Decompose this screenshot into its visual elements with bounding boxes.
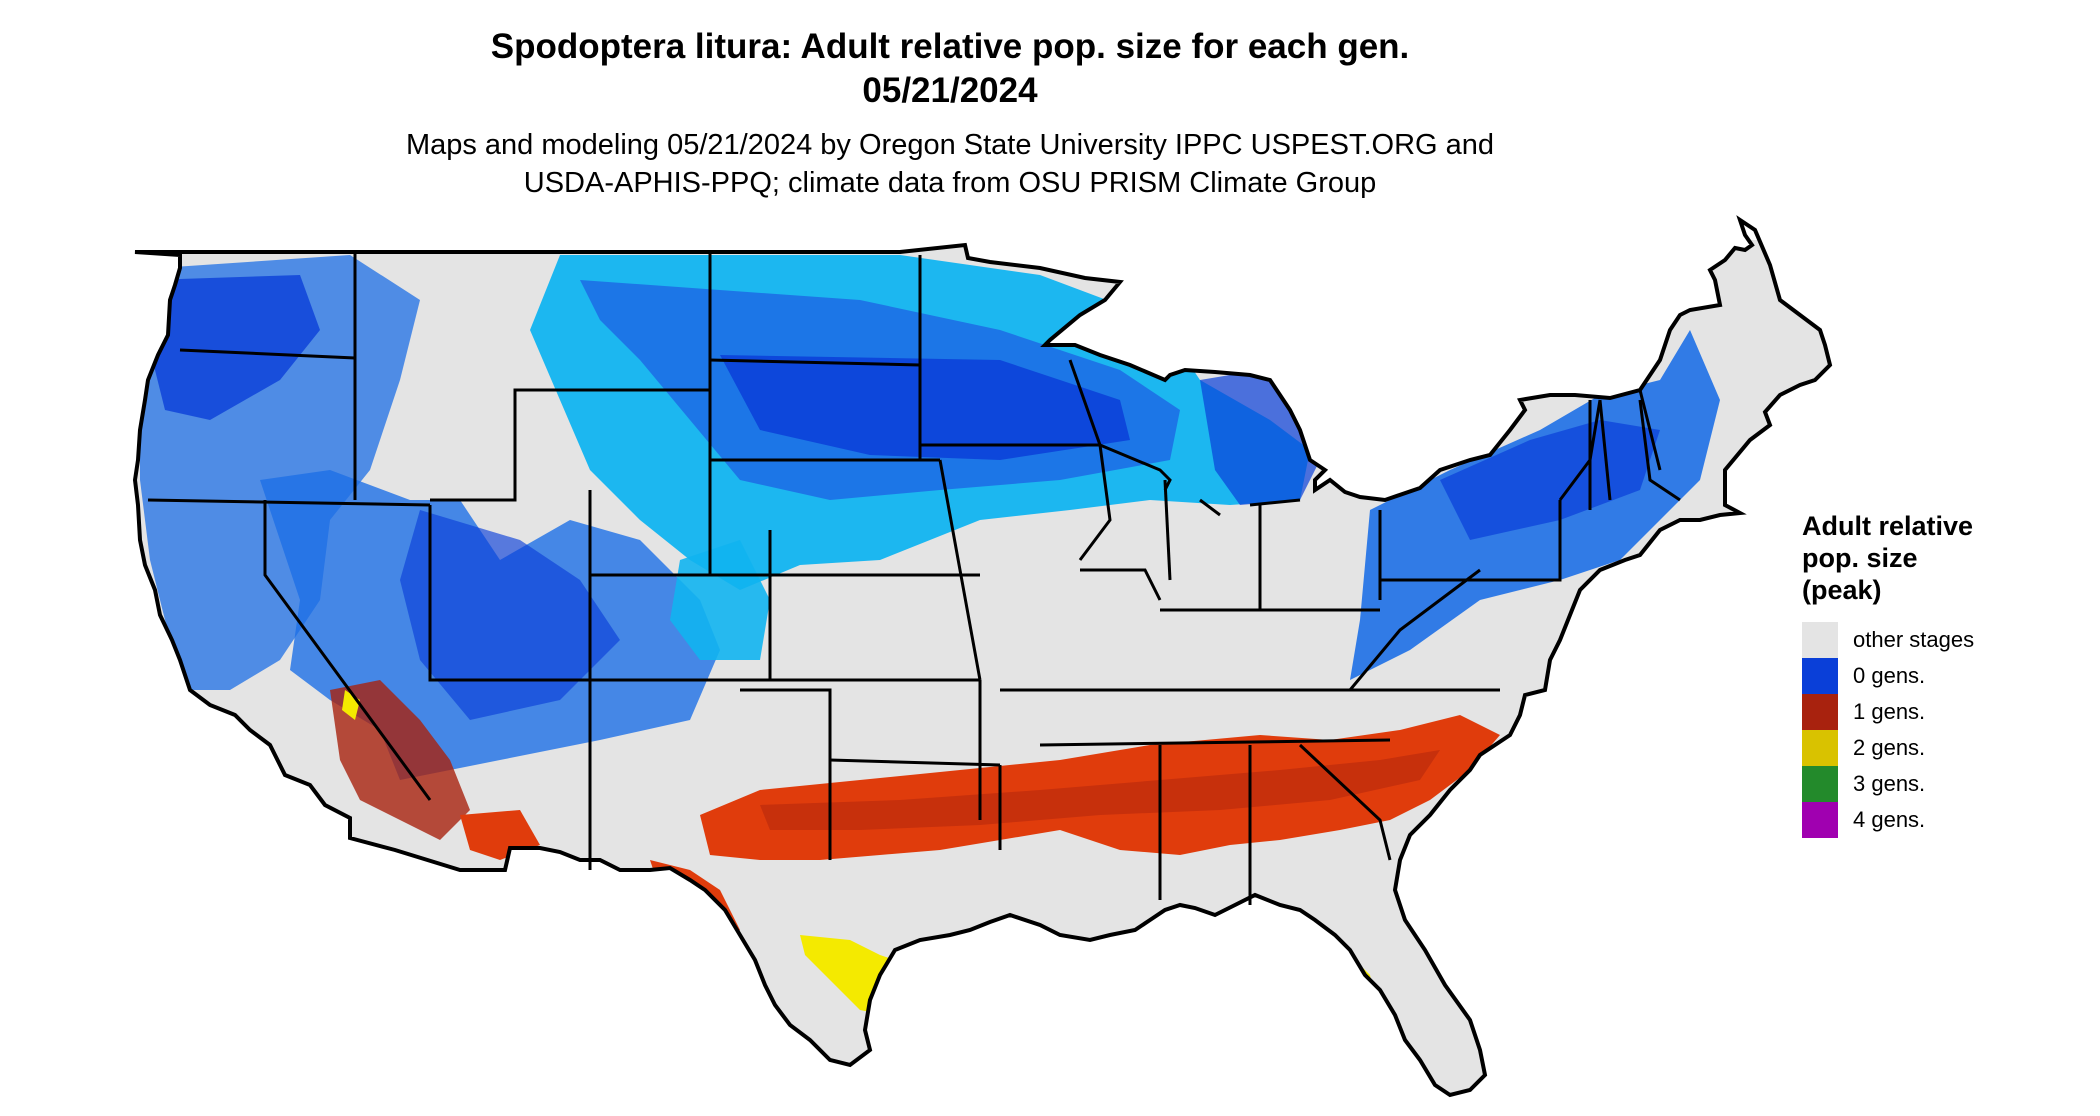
map-date: 05/21/2024	[862, 71, 1038, 110]
state-borders	[147, 252, 1681, 905]
map-legend: Adult relative pop. size (peak) other st…	[1802, 510, 2092, 838]
legend-swatch	[1802, 694, 1838, 730]
legend-item-other-stages: other stages	[1802, 622, 2092, 658]
legend-label: 4 gens.	[1853, 807, 1926, 832]
legend-item-2-gens: 2 gens.	[1802, 730, 2092, 766]
credits-line-2: USDA-APHIS-PPQ; climate data from OSU PR…	[523, 167, 1377, 199]
legend-item-0-gens: 0 gens.	[1802, 658, 2092, 694]
legend-swatch	[1802, 730, 1838, 766]
legend-swatch	[1802, 622, 1838, 658]
legend-title: Adult relative pop. size (peak)	[1802, 510, 2022, 606]
legend-title-line: pop. size	[1802, 543, 1918, 573]
legend-item-1-gens: 1 gens.	[1802, 694, 2092, 730]
legend-label: 0 gens.	[1853, 663, 1926, 688]
legend-label: 3 gens.	[1853, 771, 1926, 796]
legend-title-line: Adult relative	[1802, 511, 1974, 541]
legend-label: other stages	[1853, 627, 1975, 652]
legend-swatch	[1802, 658, 1838, 694]
legend-item-4-gens: 4 gens.	[1802, 802, 2092, 838]
legend-items: other stages 0 gens. 1 gens. 2 gens. 3 g…	[1802, 622, 2092, 838]
legend-label: 2 gens.	[1853, 735, 1926, 760]
credits-line-1: Maps and modeling 05/21/2024 by Oregon S…	[405, 129, 1495, 161]
legend-title-line: (peak)	[1802, 575, 1882, 605]
legend-swatch	[1802, 766, 1838, 802]
map-title: Spodoptera litura: Adult relative pop. s…	[490, 27, 1410, 66]
legend-label: 1 gens.	[1853, 699, 1926, 724]
legend-swatch	[1802, 802, 1838, 838]
zone-3-gens	[1360, 1070, 1420, 1095]
legend-item-3-gens: 3 gens.	[1802, 766, 2092, 802]
